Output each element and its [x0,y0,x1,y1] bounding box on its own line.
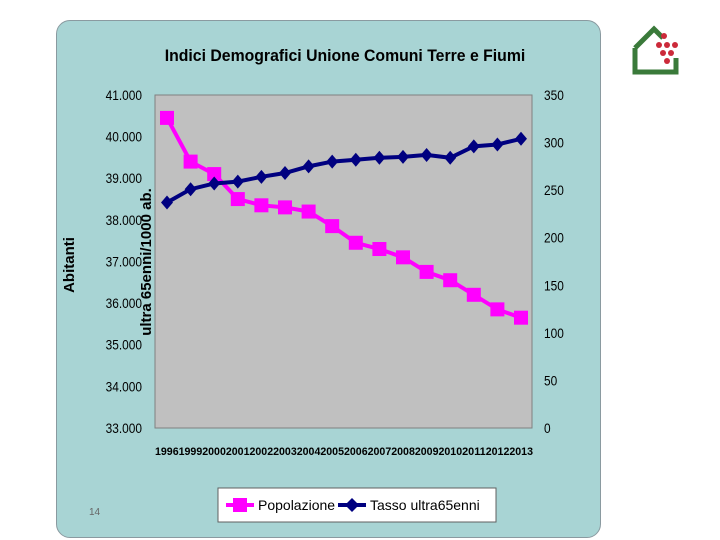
y-tick-right: 200 [544,230,564,246]
x-tick-label: 2000 [202,446,226,458]
data-point-tasso [491,137,504,152]
legend-marker-tasso [345,498,359,512]
y-tick-left: 35.000 [106,337,142,353]
x-tick-label: 2007 [368,446,392,458]
data-point-popolazione [183,154,198,169]
x-tick-label: 2004 [297,446,321,458]
data-point-popolazione [466,287,481,302]
x-tick-label: 1996 [155,446,179,458]
data-point-tasso [161,195,173,210]
y-tick-left: 33.000 [106,420,142,436]
data-point-popolazione [348,235,363,250]
data-point-tasso [184,182,197,197]
y-tick-left: 37.000 [106,254,142,270]
page-number: 14 [89,507,101,518]
y-tick-left: 39.000 [106,170,142,186]
data-point-popolazione [514,310,528,325]
data-point-popolazione [396,250,410,265]
x-tick-label: 2008 [391,446,415,458]
data-point-popolazione [230,192,245,207]
y-tick-right: 300 [544,135,564,151]
data-point-popolazione [419,264,434,279]
chart-title: Indici Demografici Unione Comuni Terre e… [165,47,526,66]
x-tick-label: 2002 [250,446,274,458]
x-tick-label: 1999 [179,446,203,458]
data-point-popolazione [160,110,174,125]
y-tick-left: 36.000 [106,295,142,311]
x-tick-label: 2001 [226,446,250,458]
y-tick-left: 40.000 [106,129,142,145]
x-tick-label: 2012 [486,446,510,458]
x-tick-label: 2011 [462,446,486,458]
y-tick-right: 50 [544,372,557,388]
series-layer [160,110,528,325]
x-axis-ticks: 1996 1999 2000 2001 2002 2003 2004 2005 2006 2007… [155,446,533,458]
series-line-tasso [166,136,522,205]
y-tick-left: 38.000 [106,212,142,228]
data-point-tasso [302,159,315,174]
y-axis-left-label: Abitanti [61,237,78,293]
y-tick-left: 34.000 [106,378,142,394]
series-line-popolazione [165,116,522,320]
x-tick-label: 2009 [415,446,439,458]
data-point-tasso [231,174,244,189]
y-axis-right-label: ultra 65enni/1000 ab. [138,188,155,336]
y-axis-right-ticks: 350 300 250 200 150 100 50 0 [544,87,564,436]
data-point-tasso [326,154,339,169]
legend-marker-popolazione [233,498,247,512]
y-tick-right: 0 [544,420,551,436]
data-point-popolazione [443,273,458,288]
x-tick-label: 2010 [439,446,463,458]
x-tick-label: 2003 [273,446,297,458]
legend-label-tasso: Tasso ultra65enni [370,497,480,513]
x-tick-label: 2013 [509,446,533,458]
legend-item-popolazione: Popolazione [226,497,335,513]
data-point-tasso [467,139,480,154]
data-point-popolazione [325,219,340,234]
x-tick-label: 2005 [320,446,344,458]
data-point-tasso [515,131,527,146]
data-point-popolazione [207,167,222,182]
y-tick-right: 150 [544,277,564,293]
data-point-tasso [208,176,221,191]
house-logo-icon [632,25,679,75]
data-point-popolazione [278,200,292,215]
data-point-tasso [279,166,291,181]
legend-label-popolazione: Popolazione [258,497,335,513]
data-point-tasso [397,149,409,164]
data-point-popolazione [490,302,505,317]
legend-item-tasso: Tasso ultra65enni [338,497,480,513]
y-tick-left: 41.000 [106,87,142,103]
data-point-popolazione [372,242,387,257]
data-point-tasso [255,169,268,184]
data-point-popolazione [254,198,269,213]
data-point-tasso [349,152,362,167]
data-point-tasso [444,150,457,165]
x-tick-label: 2006 [344,446,368,458]
data-point-tasso [420,147,433,162]
y-tick-right: 250 [544,182,564,198]
y-tick-right: 100 [544,325,564,341]
y-tick-right: 350 [544,87,564,103]
data-point-popolazione [301,204,316,219]
data-point-tasso [373,150,386,165]
y-axis-left-ticks: 41.000 40.000 39.000 38.000 37.000 36.000 35.0… [106,87,142,436]
